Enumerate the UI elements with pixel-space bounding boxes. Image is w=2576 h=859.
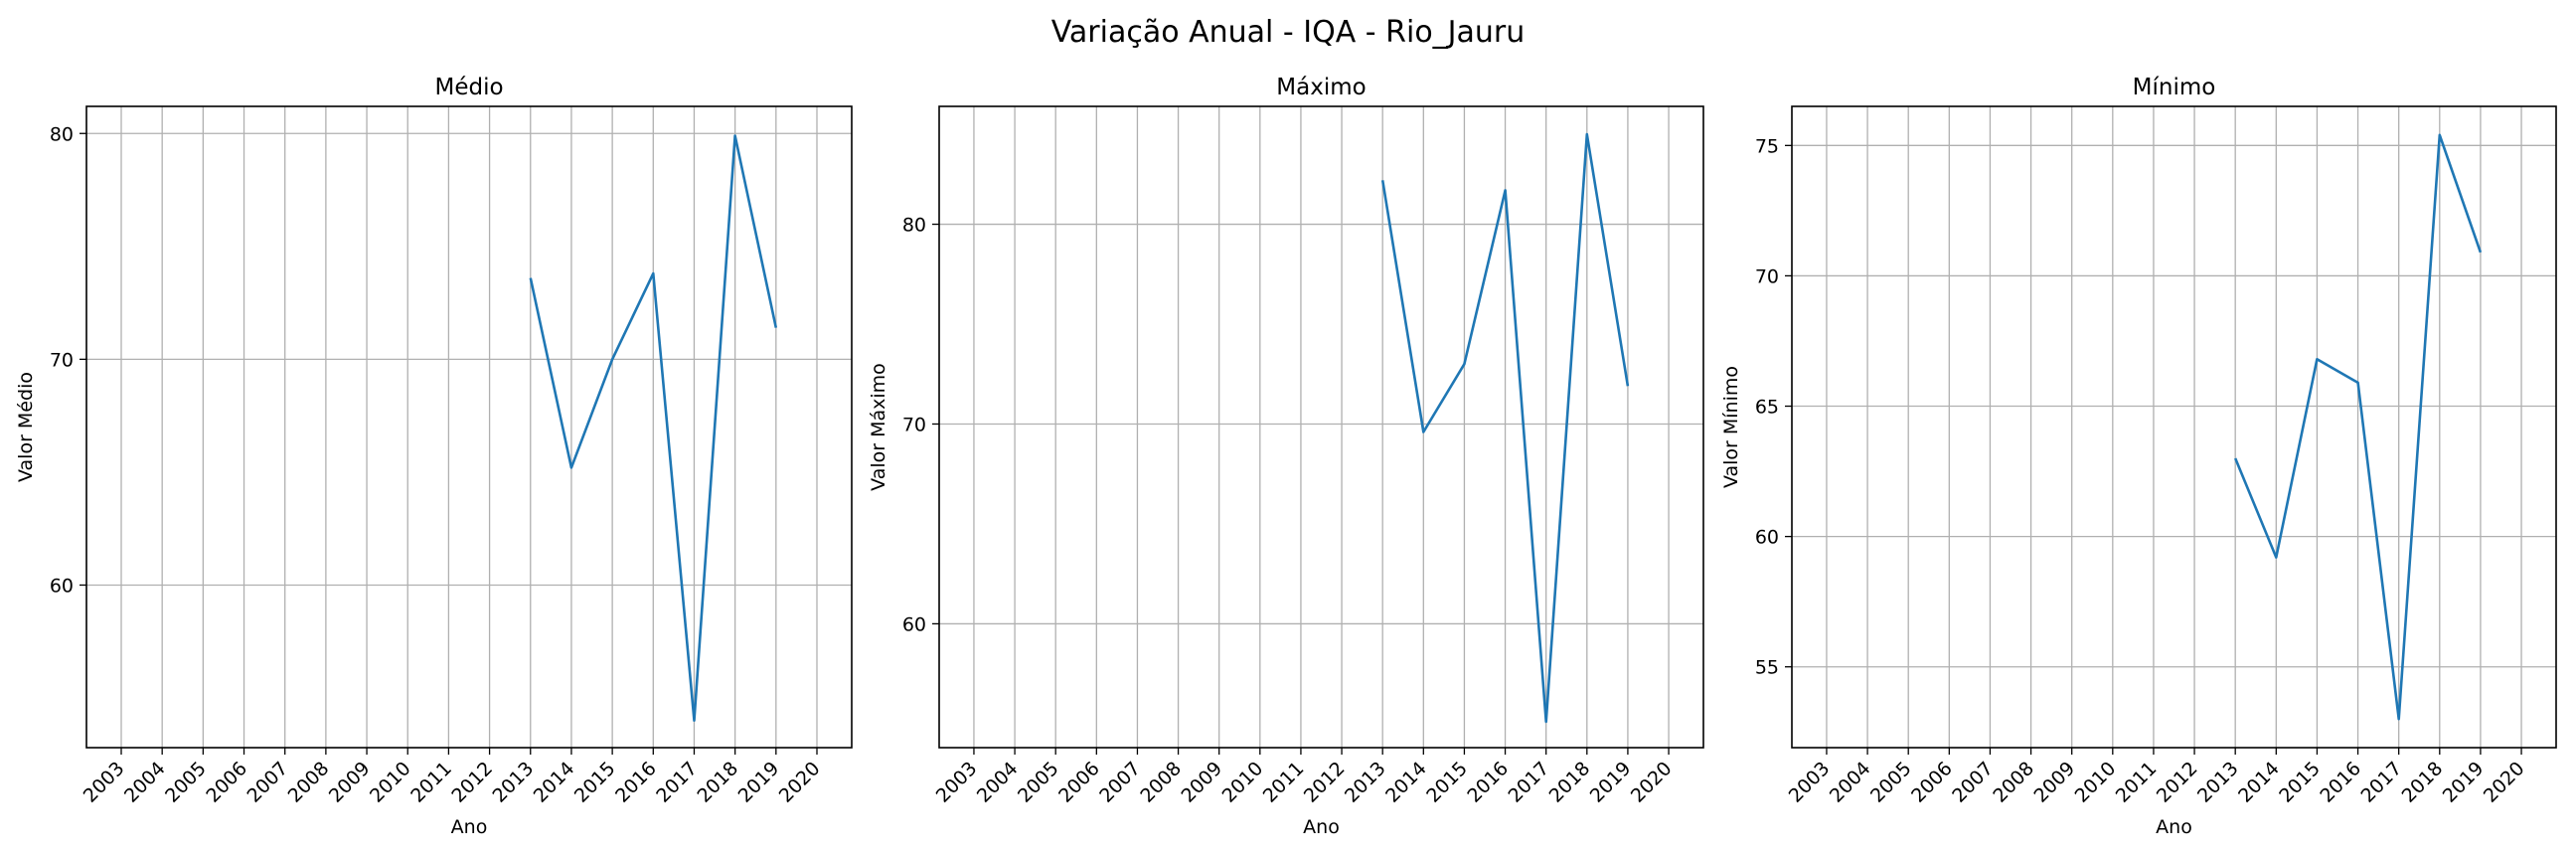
y-tick-label: 60 — [50, 575, 74, 597]
x-tick-label: 2004 — [120, 758, 170, 807]
panel-title: Máximo — [1276, 75, 1366, 100]
x-tick-label: 2018 — [693, 758, 742, 807]
x-tick-label: 2010 — [2071, 758, 2121, 807]
x-tick-label: 2012 — [1300, 758, 1350, 807]
x-tick-label: 2019 — [2439, 758, 2489, 807]
x-tick-label: 2020 — [2480, 758, 2529, 807]
x-tick-label: 2015 — [1422, 758, 1472, 807]
panel-title: Mínimo — [2133, 75, 2216, 100]
x-tick-label: 2015 — [570, 758, 620, 807]
y-tick-label: 65 — [1755, 397, 1779, 419]
x-tick-label: 2009 — [2029, 758, 2079, 807]
x-tick-label: 2005 — [161, 758, 211, 807]
x-tick-label: 2018 — [1545, 758, 1595, 807]
x-tick-label: 2013 — [1341, 758, 1390, 807]
x-tick-label: 2019 — [734, 758, 784, 807]
x-axis-label: Ano — [2156, 816, 2192, 838]
figure-title: Variação Anual - IQA - Rio_Jauru — [1051, 15, 1526, 50]
x-tick-label: 2017 — [1504, 758, 1553, 807]
x-tick-label: 2011 — [2112, 758, 2162, 807]
chart-panel-1: 2003200420052006200720082009201020112012… — [868, 75, 1704, 838]
y-tick-label: 60 — [902, 613, 926, 635]
axes-frame — [938, 105, 1704, 749]
chart-panel-0: 2003200420052006200720082009201020112012… — [15, 75, 853, 838]
x-tick-label: 2003 — [1785, 758, 1835, 807]
x-tick-label: 2003 — [80, 758, 129, 807]
series-line — [529, 134, 778, 723]
y-tick-label: 70 — [902, 414, 926, 435]
x-tick-label: 2007 — [242, 758, 292, 807]
y-axis-label: Valor Mínimo — [1720, 366, 1742, 488]
panel-title: Médio — [434, 75, 503, 100]
series-line — [1380, 132, 1630, 724]
x-tick-label: 2009 — [1177, 758, 1226, 807]
x-tick-label: 2004 — [1826, 758, 1875, 807]
x-tick-label: 2005 — [1866, 758, 1916, 807]
x-tick-label: 2014 — [2234, 758, 2284, 807]
x-tick-label: 2006 — [1054, 758, 1104, 807]
x-tick-label: 2005 — [1014, 758, 1063, 807]
x-tick-label: 2020 — [1627, 758, 1677, 807]
x-tick-label: 2016 — [1463, 758, 1513, 807]
x-tick-label: 2013 — [2193, 758, 2243, 807]
x-tick-label: 2014 — [530, 758, 579, 807]
x-tick-label: 2017 — [2356, 758, 2406, 807]
x-tick-label: 2008 — [1989, 758, 2038, 807]
y-tick-label: 70 — [50, 349, 74, 371]
x-tick-label: 2016 — [611, 758, 661, 807]
x-tick-label: 2016 — [2316, 758, 2365, 807]
x-tick-label: 2007 — [1095, 758, 1145, 807]
x-tick-label: 2019 — [1586, 758, 1636, 807]
x-tick-label: 2007 — [1948, 758, 1998, 807]
y-tick-label: 80 — [902, 215, 926, 237]
x-tick-label: 2020 — [775, 758, 825, 807]
x-tick-label: 2012 — [2153, 758, 2202, 807]
x-tick-label: 2018 — [2398, 758, 2448, 807]
x-tick-label: 2010 — [366, 758, 415, 807]
x-tick-label: 2008 — [1136, 758, 1186, 807]
x-tick-label: 2015 — [2275, 758, 2325, 807]
y-tick-label: 80 — [50, 123, 74, 145]
x-tick-label: 2014 — [1381, 758, 1431, 807]
x-axis-label: Ano — [1303, 816, 1340, 838]
x-tick-label: 2012 — [447, 758, 497, 807]
y-tick-label: 75 — [1755, 135, 1779, 157]
x-tick-label: 2006 — [202, 758, 251, 807]
x-tick-label: 2008 — [284, 758, 334, 807]
y-tick-label: 60 — [1755, 527, 1779, 549]
x-tick-label: 2003 — [932, 758, 982, 807]
x-tick-label: 2004 — [973, 758, 1023, 807]
x-tick-label: 2009 — [325, 758, 375, 807]
y-axis-label: Valor Máximo — [868, 363, 889, 491]
axes-frame — [85, 105, 853, 749]
y-tick-label: 70 — [1755, 265, 1779, 287]
x-tick-label: 2013 — [489, 758, 539, 807]
x-tick-label: 2017 — [652, 758, 702, 807]
chart-panels: 2003200420052006200720082009201020112012… — [15, 75, 2557, 838]
x-tick-label: 2010 — [1218, 758, 1268, 807]
x-tick-label: 2011 — [406, 758, 456, 807]
y-axis-label: Valor Médio — [15, 372, 37, 482]
y-tick-label: 55 — [1755, 657, 1779, 679]
x-axis-label: Ano — [451, 816, 488, 838]
chart-panel-2: 2003200420052006200720082009201020112012… — [1720, 75, 2557, 838]
x-tick-label: 2006 — [1907, 758, 1957, 807]
x-tick-label: 2011 — [1259, 758, 1309, 807]
axes-frame — [1791, 105, 2557, 749]
